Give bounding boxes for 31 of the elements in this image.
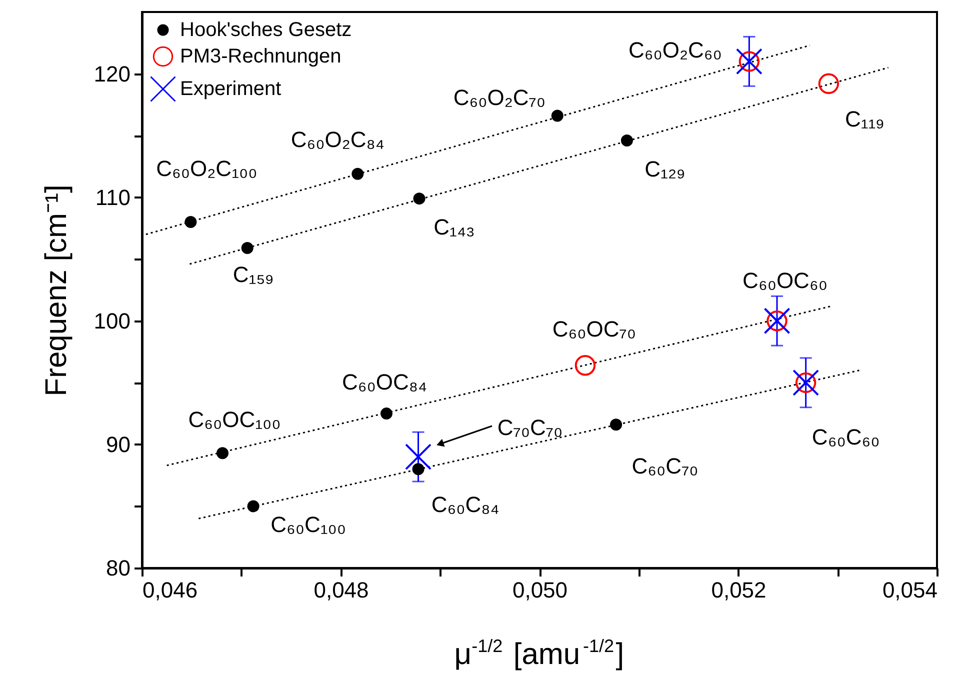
annotation: C₆₀C₆₀: [812, 424, 880, 450]
annotation: C₆₀C₇₀: [632, 454, 698, 479]
annotation: C₆₀O₂C₈₄: [290, 126, 384, 152]
annotation: C₆₀O₂C₁₀₀: [156, 156, 258, 182]
legend-label: Hook'sches Gesetz: [180, 19, 352, 41]
x-tick-label: 0,054: [882, 578, 938, 602]
annotation: C₁₅₉: [232, 262, 274, 287]
y-tick-label: 100: [94, 308, 130, 334]
annotation: C₆₀C₈₄: [431, 492, 500, 518]
legend-label: PM3-Rechnungen: [180, 46, 342, 68]
legend-label: Experiment: [180, 78, 282, 100]
annotation: C₁₁₉: [844, 106, 884, 132]
y-tick-label: 90: [106, 432, 130, 457]
x-tick-label: 0,052: [711, 578, 766, 602]
annotation: C₆₀OC₇₀: [552, 316, 636, 342]
annotation: C₇₀C₇₀: [497, 415, 563, 440]
annotation: C₆₀C₁₀₀: [270, 512, 346, 538]
annotation: C₁₄₃: [434, 214, 475, 240]
y-tick-label: 80: [106, 556, 130, 580]
annotation: C₆₀OC₆₀: [742, 268, 828, 293]
annotation: C₆₀O₂C₇₀: [453, 84, 546, 110]
y-tick-label: 120: [94, 61, 130, 86]
annotation: C₆₀O₂C₆₀: [628, 37, 722, 62]
y-tick-label: 110: [95, 184, 130, 210]
annotation: C₁₂₉: [644, 156, 686, 182]
annotation: C₆₀OC₁₀₀: [188, 407, 281, 432]
y-axis-title: Frequenz [cm⁻¹]: [40, 184, 73, 396]
x-tick-label: 0,048: [314, 578, 369, 602]
annotation: C₆₀OC₈₄: [342, 370, 427, 395]
x-tick-label: 0,050: [512, 578, 568, 602]
x-tick-label: 0,046: [142, 578, 198, 602]
